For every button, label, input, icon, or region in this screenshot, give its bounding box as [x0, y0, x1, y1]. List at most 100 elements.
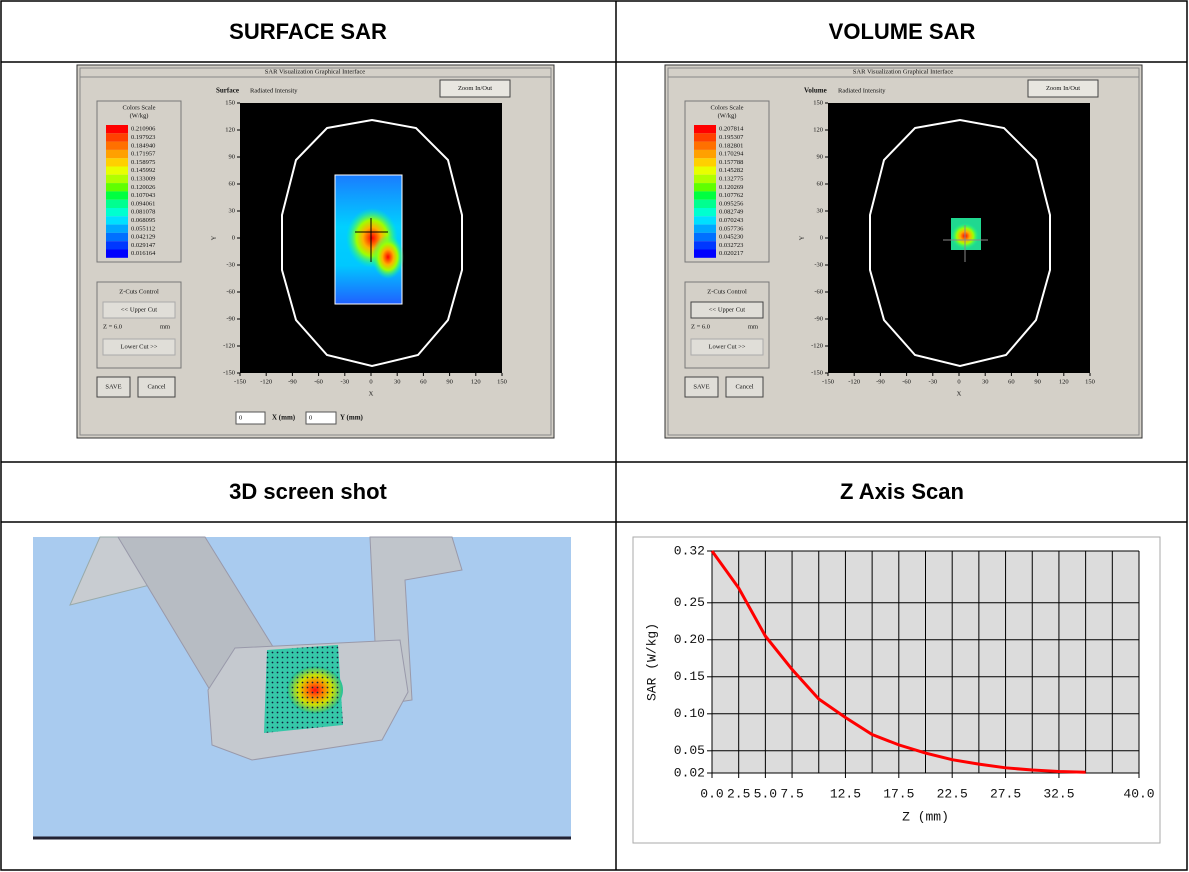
- window-title: SAR Visualization Graphical Interface: [853, 68, 954, 75]
- save-button-label: SAVE: [693, 383, 709, 390]
- y-tick-label: -150: [811, 369, 823, 376]
- y-tick-label: 0.10: [674, 706, 705, 721]
- mode-label: Surface: [216, 87, 239, 95]
- color-scale-value: 0.132775: [719, 175, 743, 182]
- x-tick-label: -120: [260, 378, 272, 385]
- color-swatch: [694, 166, 716, 175]
- y-input: [305, 411, 337, 425]
- color-swatch: [694, 199, 716, 208]
- x-tick-label: 90: [1034, 378, 1041, 385]
- y-tick-label: 120: [813, 126, 823, 133]
- color-swatch: [106, 232, 128, 242]
- x-tick-label: -120: [848, 378, 860, 385]
- y-tick-label: 60: [229, 180, 236, 187]
- color-swatch: [106, 191, 128, 200]
- x-tick-label: 7.5: [780, 786, 803, 801]
- cancel-button[interactable]: [137, 376, 176, 398]
- zoom-button[interactable]: [1027, 79, 1099, 98]
- color-scale-value: 0.195307: [719, 134, 744, 141]
- color-scale-value: 0.029147: [131, 242, 156, 249]
- x-axis-label: Z (mm): [902, 809, 949, 824]
- x-tick-label: -60: [902, 378, 911, 385]
- x-tick-label: 32.5: [1043, 786, 1074, 801]
- lower-cut-button[interactable]: [102, 338, 176, 356]
- x-tick-label: 2.5: [727, 786, 750, 801]
- y-axis-label: SAR (W/kg): [644, 623, 659, 701]
- y-tick-label: -60: [226, 288, 235, 295]
- sar-window: SAR Visualization Graphical Interface Sur…: [76, 64, 555, 439]
- x-tick-label: 150: [497, 378, 507, 385]
- cancel-button-label: Cancel: [147, 383, 165, 390]
- x-axis-label: X: [369, 390, 374, 397]
- lower-cut-button-label: Lower Cut >>: [709, 343, 746, 350]
- zcuts-title: Z-Cuts Control: [119, 288, 159, 295]
- zoom-button[interactable]: [439, 79, 511, 98]
- color-scale-value: 0.182801: [719, 142, 743, 149]
- z-unit: mm: [748, 323, 758, 330]
- color-scale-value: 0.057736: [719, 225, 744, 232]
- upper-cut-button[interactable]: [102, 301, 176, 319]
- color-scale-title: Colors Scale: [122, 104, 155, 111]
- zcuts-title: Z-Cuts Control: [707, 288, 747, 295]
- upper-cut-button-label: << Upper Cut: [121, 306, 157, 313]
- color-swatch: [106, 174, 128, 184]
- x-tick-label: -90: [876, 378, 885, 385]
- cancel-button[interactable]: [725, 376, 764, 398]
- save-button-label: SAVE: [105, 383, 121, 390]
- x-tick-label: -30: [928, 378, 937, 385]
- color-scale-value: 0.032723: [719, 242, 743, 249]
- lower-cut-button-label: Lower Cut >>: [121, 343, 158, 350]
- y-tick-label: -90: [226, 315, 235, 322]
- x-axis-label: X: [957, 390, 962, 397]
- color-swatch: [106, 133, 128, 142]
- x-tick-label: 60: [420, 378, 427, 385]
- color-swatch: [694, 183, 716, 192]
- y-tick-label: 150: [225, 99, 235, 106]
- window-inner: [79, 67, 552, 436]
- color-scale-value: 0.171957: [131, 151, 156, 158]
- color-swatch: [106, 241, 128, 250]
- y-tick-label: 90: [229, 153, 236, 160]
- window-inner: [667, 67, 1140, 436]
- y-tick-label: -60: [814, 288, 823, 295]
- color-swatch: [694, 191, 716, 200]
- color-scale-box: [684, 100, 770, 263]
- x-tick-label: 5.0: [754, 786, 777, 801]
- sar-curve: [710, 550, 1086, 774]
- y-tick-label: 0.25: [674, 595, 705, 610]
- zoom-button-label: Zoom In/Out: [458, 85, 492, 92]
- color-scale-value: 0.107043: [131, 192, 155, 199]
- color-scale-value: 0.070243: [719, 217, 743, 224]
- x-input-value: 0: [239, 414, 242, 421]
- y-tick-label: -150: [223, 369, 235, 376]
- color-swatch: [106, 183, 128, 192]
- sar-window: SAR Visualization Graphical Interface Vol…: [664, 64, 1143, 439]
- color-scale-value: 0.184940: [131, 142, 155, 149]
- color-scale-box: [96, 100, 182, 263]
- color-swatch: [106, 125, 128, 134]
- x-tick-label: -150: [234, 378, 246, 385]
- x-tick-label: 0: [957, 378, 960, 385]
- save-button[interactable]: [96, 376, 131, 398]
- color-swatch: [694, 216, 716, 225]
- color-scale-value: 0.145282: [719, 167, 743, 174]
- color-scale-value: 0.158975: [131, 159, 155, 166]
- save-button[interactable]: [684, 376, 719, 398]
- x-tick-label: 12.5: [830, 786, 861, 801]
- x-tick-label: 27.5: [990, 786, 1021, 801]
- upper-cut-button[interactable]: [690, 301, 764, 319]
- y-input-label: Y (mm): [340, 414, 364, 422]
- cell-header: VOLUME SAR: [829, 19, 976, 44]
- color-swatch: [106, 149, 128, 159]
- lower-cut-button[interactable]: [690, 338, 764, 356]
- color-scale-value: 0.107762: [719, 192, 743, 199]
- y-input-value: 0: [309, 414, 312, 421]
- y-tick-label: 0.32: [674, 543, 705, 558]
- zcuts-box: [684, 281, 770, 369]
- color-swatch: [106, 216, 128, 225]
- x-tick-label: -150: [822, 378, 834, 385]
- color-scale-value: 0.197923: [131, 134, 155, 141]
- color-scale-value: 0.016164: [131, 250, 156, 257]
- mode-label: Volume: [804, 87, 827, 95]
